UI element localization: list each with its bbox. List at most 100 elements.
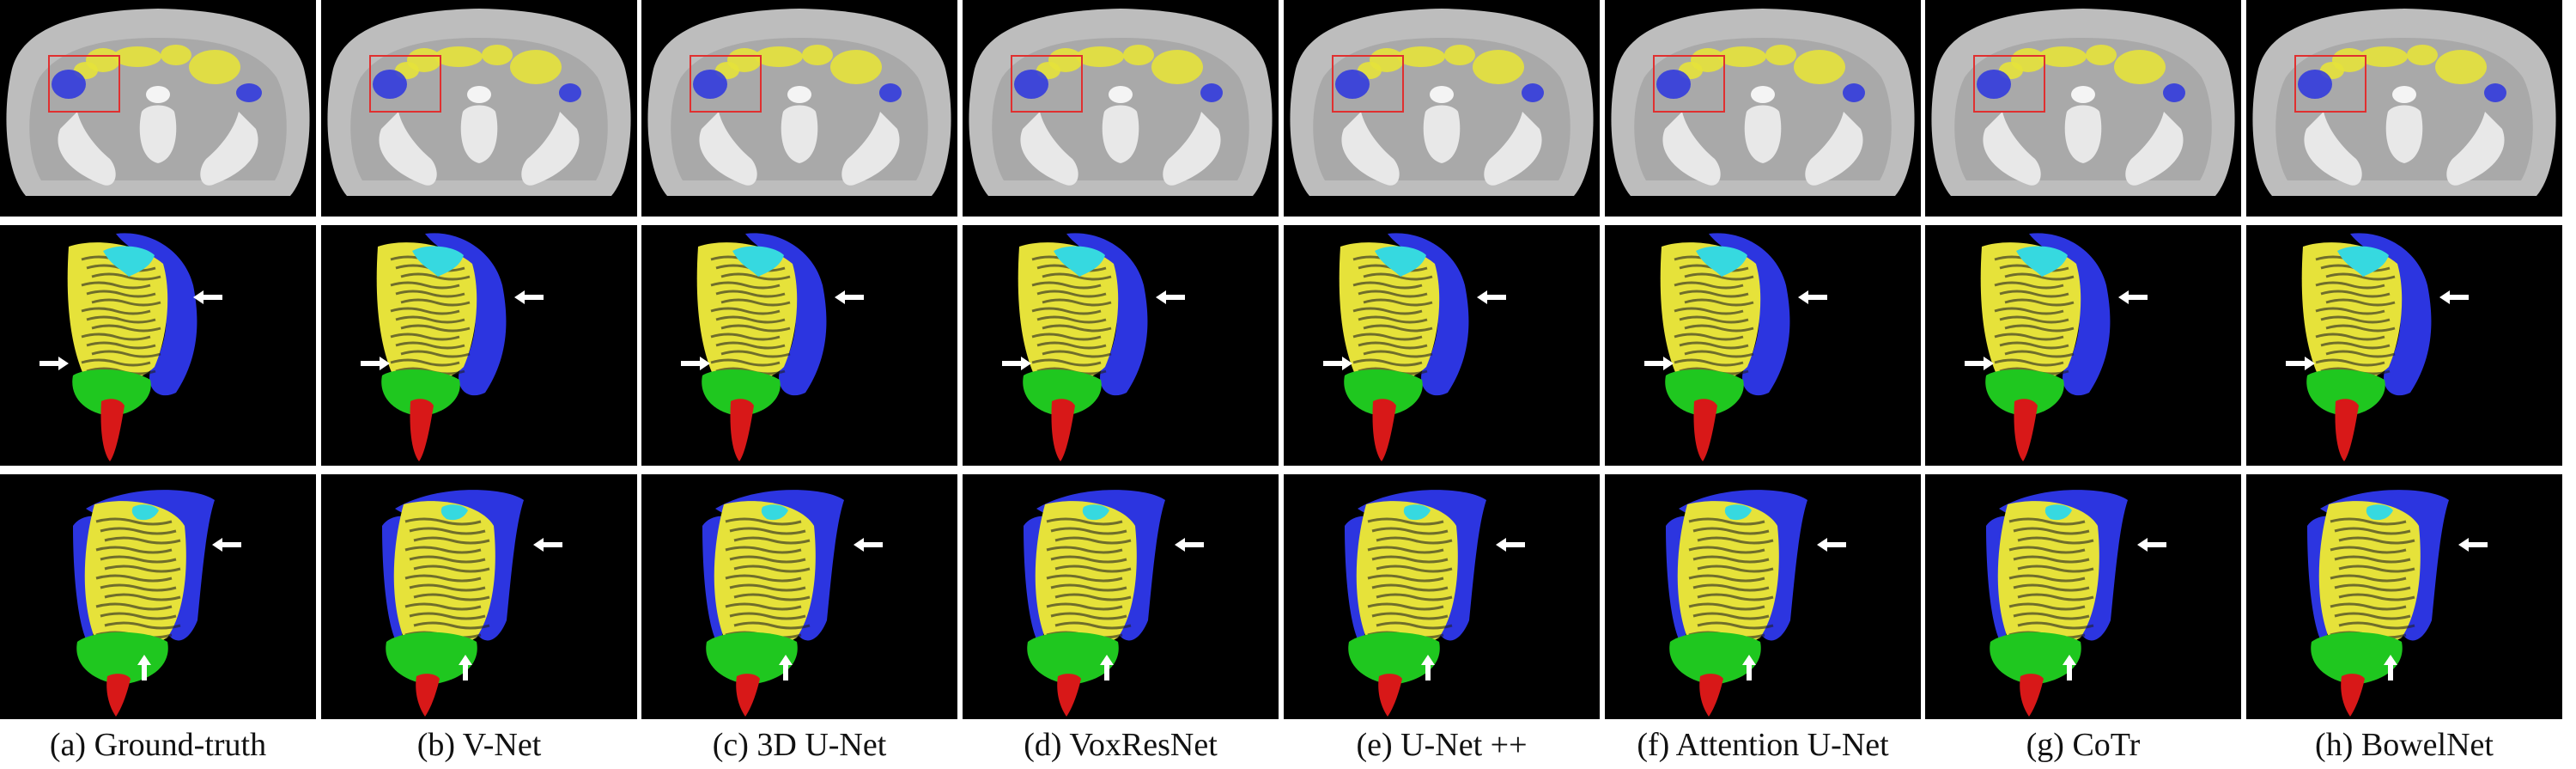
3d-render-front-image [1284,225,1600,466]
colon-region [559,83,581,102]
colon-region [693,70,727,99]
sigmoid-render [386,632,477,685]
small-bowel-render [393,501,495,648]
arrow-left-icon [1477,290,1506,304]
3d-render-back-image [321,474,637,719]
arrow-right-icon [1965,357,1994,370]
pelvic-bone [460,105,498,163]
small-bowel-region [1151,50,1203,84]
column-caption: (h) BowelNet [2315,727,2494,763]
small-bowel-render [84,501,186,648]
duodenum-render [2044,504,2072,521]
pelvic-bone [1423,105,1461,163]
3d-front-panel [0,225,316,466]
pelvic-bone [2446,112,2505,186]
rectum-render [100,399,125,461]
small-bowel-render [1677,501,1779,648]
arrow-left-icon [2439,290,2469,304]
rectum-render [730,399,754,461]
roi-box [48,55,120,113]
small-bowel-render [2318,501,2421,648]
roi-box [369,55,441,113]
figure-column-a: (a) Ground-truth [0,0,316,769]
3d-front-panel [1605,225,1921,466]
sigmoid-render [1344,369,1423,416]
small-bowel-region [189,50,240,84]
colon-region [1522,83,1544,102]
colon-render [1066,233,1148,396]
small-bowel-region [1397,46,1445,67]
roi-box [1011,55,1083,113]
colon-region [1200,83,1223,102]
3d-back-panel [1925,474,2241,719]
sigmoid-render [1665,369,1744,416]
colon-region [2298,70,2332,99]
small-bowel-region [161,45,191,65]
duodenum-render [1403,504,1431,521]
3d-back-panel [963,474,1279,719]
arrow-left-icon [533,538,562,552]
rectum-render [2014,399,2038,461]
small-bowel-region [2360,46,2408,67]
3d-back-panel [1284,474,1600,719]
3d-render-front-image [1925,225,2241,466]
duodenum-render [412,246,464,277]
3d-front-panel [2246,225,2562,466]
rectum-render [1699,674,1723,717]
colon-render [745,233,827,396]
duodenum-render [2016,246,2068,277]
small-bowel-render [1035,501,1137,648]
column-caption: (e) U-Net ++ [1356,727,1528,763]
column-caption: (g) CoTr [2026,727,2141,763]
rectum-render [736,674,760,717]
3d-back-panel [1605,474,1921,719]
ct-slice-panel [1605,0,1921,217]
3d-back-panel [0,474,316,719]
sigmoid-render [1027,632,1119,685]
colon-region [1656,70,1691,99]
small-bowel-render [1997,501,2099,648]
3d-front-panel [321,225,637,466]
pelvic-bone [139,105,177,163]
small-bowel-region [2114,50,2166,84]
arrow-left-icon [1798,290,1827,304]
arrow-left-icon [193,290,222,304]
sigmoid-render [1023,369,1102,416]
rectum-render [106,674,131,717]
small-bowel-region [1444,45,1475,65]
ct-slice-image [641,0,957,217]
3d-front-panel [641,225,957,466]
arrow-up-icon [2384,655,2397,681]
pelvic-bone [1805,112,1863,186]
ct-slice-image [2246,0,2562,217]
colon-render [425,233,507,396]
3d-render-back-image [1284,474,1600,719]
duodenum-render [1054,246,1105,277]
rectum-render [1051,399,1075,461]
3d-render-front-image [321,225,637,466]
pelvic-bone [2304,112,2362,186]
figure-column-h: (h) BowelNet [2246,0,2562,769]
arrow-right-icon [1644,357,1674,370]
rectum-render [1378,674,1402,717]
pelvic-bone [1163,112,1221,186]
pelvic-bone [379,112,437,186]
3d-render-front-image [2246,225,2562,466]
arrow-up-icon [779,655,793,681]
ct-slice-panel [963,0,1279,217]
rectum-render [416,674,440,717]
rectum-render [1372,399,1396,461]
rectum-render [2020,674,2044,717]
arrow-left-icon [2118,290,2148,304]
3d-front-panel [1925,225,2241,466]
sigmoid-render [381,369,460,416]
rectum-render [2335,399,2359,461]
small-bowel-region [1718,46,1766,67]
colon-region [2484,83,2506,102]
figure-column-c: (c) 3D U-Net [641,0,957,769]
arrow-left-icon [854,538,883,552]
sigmoid-render [1990,632,2081,685]
duodenum-render [1724,504,1752,521]
3d-front-panel [963,225,1279,466]
ct-slice-panel [2246,0,2562,217]
